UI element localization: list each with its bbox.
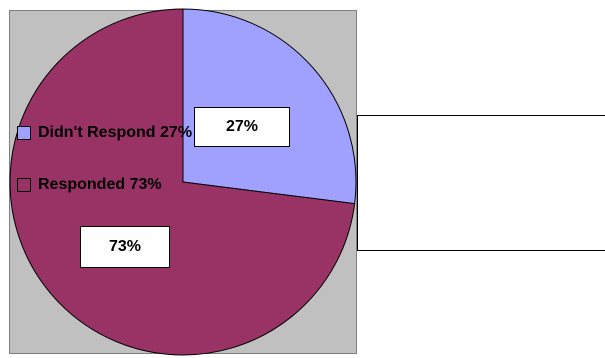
data-label-responded: 73% <box>80 226 170 268</box>
pie-slice-didnt-respond <box>182 8 357 205</box>
legend <box>357 115 605 251</box>
legend-swatch-responded <box>17 178 31 192</box>
legend-swatch-didnt-respond <box>17 126 31 140</box>
legend-item-didnt-respond: Didn't Respond 27% <box>17 124 192 142</box>
legend-item-responded: Responded 73% <box>17 176 162 194</box>
data-label-didnt-respond: 27% <box>194 107 290 147</box>
pie-slice-responded <box>9 8 356 356</box>
legend-label-responded: Responded 73% <box>38 176 162 193</box>
pie-slices <box>9 8 357 356</box>
legend-label-didnt-respond: Didn't Respond 27% <box>38 124 193 141</box>
